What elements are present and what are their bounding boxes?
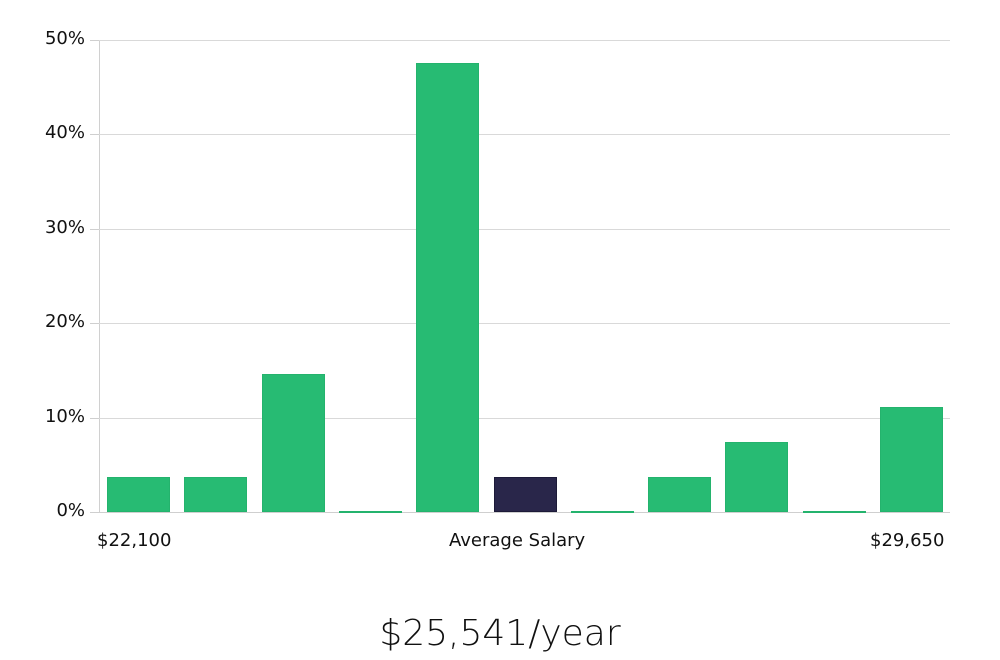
gridline [99,323,950,324]
gridline [99,418,950,419]
y-tick-mark [90,40,99,41]
gridline [99,134,950,135]
y-tick-label: 50% [44,28,85,49]
y-axis-line [99,40,100,512]
bar [416,63,479,512]
y-tick-label: 20% [44,311,85,332]
y-tick-mark [90,134,99,135]
bar [571,511,634,513]
y-tick-mark [90,229,99,230]
gridline [99,40,950,41]
y-tick-mark [90,323,99,324]
bar [339,511,402,513]
min-salary-label: $22,100 [97,530,172,551]
x-axis-title: Average Salary [449,530,586,551]
bar [880,407,943,512]
y-tick-mark [90,512,99,513]
bar [803,511,866,513]
y-tick-label: 0% [56,500,85,521]
y-tick-label: 10% [44,406,85,427]
gridline [99,229,950,230]
max-salary-label: $29,650 [870,530,945,551]
bar [725,442,788,512]
average-salary-value: $25,541/year [379,613,621,654]
bar-average-highlight [494,477,557,512]
x-axis-line [99,512,950,513]
y-tick-mark [90,418,99,419]
bar [107,477,170,512]
bar [648,477,711,512]
bar [262,374,325,512]
bar [184,477,247,512]
y-tick-label: 30% [44,217,85,238]
y-tick-label: 40% [44,122,85,143]
